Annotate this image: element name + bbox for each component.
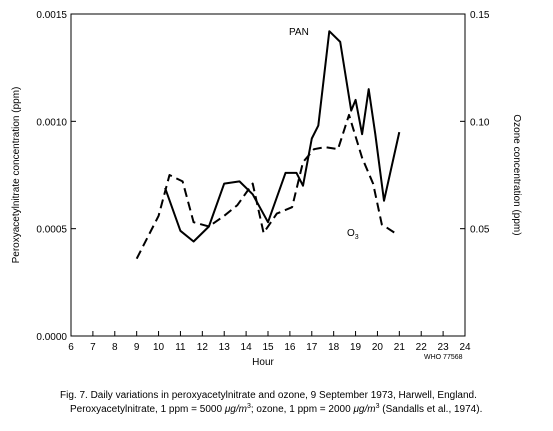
x-tick-label: 19 bbox=[350, 342, 362, 353]
series-layer bbox=[135, 30, 401, 260]
x-axis-ticks: 6 7 8 9 10 11 12 13 14 15 16 17 18 19 20 21 22 23 24 bbox=[68, 331, 471, 353]
y-right-tick-label: 0.05 bbox=[470, 225, 490, 236]
y-right-tick-label: 0.10 bbox=[470, 117, 490, 128]
y-left-axis-title: Peroxyacetylnitrate concentration (ppm) bbox=[11, 87, 22, 264]
x-tick-label: 15 bbox=[262, 342, 274, 353]
x-tick-label: 14 bbox=[241, 342, 253, 353]
x-tick-label: 11 bbox=[175, 342, 186, 353]
x-axis-title: Hour bbox=[252, 357, 274, 368]
pan-series-line bbox=[164, 30, 401, 243]
x-tick-label: 8 bbox=[112, 342, 118, 353]
pan-series-label: PAN bbox=[289, 27, 309, 38]
x-tick-label: 12 bbox=[197, 342, 209, 353]
ozone-series-label: O3 bbox=[347, 228, 359, 241]
x-tick-label: 10 bbox=[153, 342, 165, 353]
y-left-tick-label: 0.0000 bbox=[36, 332, 67, 343]
x-tick-label: 9 bbox=[134, 342, 140, 353]
x-tick-label: 13 bbox=[219, 342, 231, 353]
x-tick-label: 20 bbox=[372, 342, 384, 353]
y-right-axis-ticks: 0.05 0.10 0.15 bbox=[460, 10, 490, 236]
y-right-axis-title: Ozone concentration (ppm) bbox=[511, 114, 522, 235]
source-reference: WHO 77568 bbox=[424, 354, 463, 361]
ozone-series-line bbox=[135, 113, 396, 260]
x-tick-label: 7 bbox=[90, 342, 96, 353]
x-tick-label: 21 bbox=[394, 342, 406, 353]
y-left-tick-label: 0.0015 bbox=[36, 10, 67, 21]
plot-area-frame bbox=[70, 13, 466, 337]
x-tick-label: 6 bbox=[68, 342, 74, 353]
x-tick-label: 18 bbox=[328, 342, 340, 353]
ozone-subscript: 3 bbox=[355, 234, 359, 241]
caption-line-2: Peroxyacetylnitrate, 1 ppm = 5000 μg/m3;… bbox=[70, 403, 482, 415]
x-tick-label: 16 bbox=[284, 342, 296, 353]
x-tick-label: 22 bbox=[416, 342, 428, 353]
x-tick-label: 24 bbox=[459, 342, 471, 353]
y-left-tick-label: 0.0010 bbox=[36, 117, 67, 128]
caption-line-1: Fig. 7. Daily variations in peroxyacetyl… bbox=[60, 390, 477, 401]
y-left-axis-ticks: 0.0000 0.0005 0.0010 0.0015 bbox=[36, 10, 76, 343]
x-tick-label: 23 bbox=[438, 342, 450, 353]
y-left-tick-label: 0.0005 bbox=[36, 225, 67, 236]
y-right-tick-label: 0.15 bbox=[470, 10, 490, 21]
x-tick-label: 17 bbox=[306, 342, 318, 353]
